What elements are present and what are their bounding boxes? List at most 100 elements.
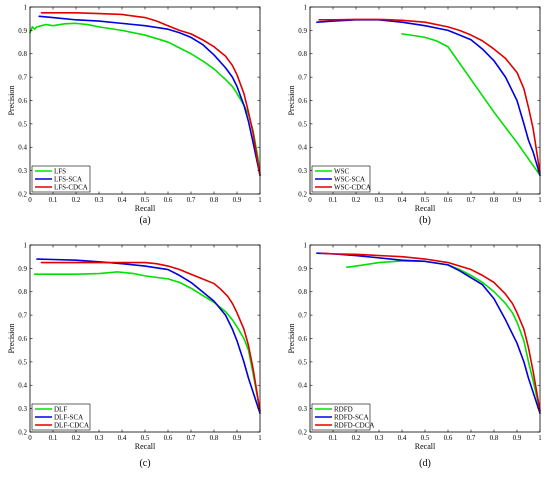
y-tick-label: 0.2: [298, 428, 307, 436]
series-line-dlf-sca: [36, 258, 261, 415]
y-tick-label: 0.2: [298, 190, 307, 198]
x-tick-label: 0.2: [72, 434, 81, 442]
x-tick-label: 0.8: [490, 434, 499, 442]
x-tick-label: 0.4: [118, 434, 127, 442]
y-tick-label: 0.8: [18, 50, 27, 58]
chart-panel-4: 0 0.1 0.2 0.3 0.4 0.5 0.6 0.7 0.8 0.9 1 0.2 0.3 0.4 0.…: [287, 241, 542, 469]
x-tick-label: 0.4: [398, 196, 407, 204]
x-tick-label: 0.9: [513, 434, 522, 442]
x-axis-label: Recall: [415, 204, 436, 213]
x-tick-label: 0.1: [329, 434, 338, 442]
series-line-wsc-sca: [316, 19, 541, 177]
legend-label: RDFD-SCA: [334, 413, 369, 421]
chart-panel-1: 0 0.1 0.2 0.3 0.4 0.5 0.6 0.7 0.8 0.9 1 0.2 0.3 0.4 0.…: [7, 3, 262, 226]
legend-label: LFS-SCA: [54, 175, 82, 183]
y-tick-label: 0.7: [18, 312, 27, 320]
x-axis-label: Recall: [135, 442, 156, 451]
series-line-wsc-cdca: [318, 18, 541, 174]
panel-caption: (a): [139, 215, 150, 226]
x-tick-label: 0: [308, 196, 312, 204]
x-tick-label: 0.5: [141, 434, 150, 442]
legend-label: RDFD-CDCA: [334, 421, 374, 429]
y-tick-label: 0.6: [18, 97, 27, 105]
x-tick-label: 1: [538, 196, 542, 204]
y-tick-label: 1: [24, 241, 28, 249]
y-tick-label: 0.2: [18, 428, 27, 436]
series-line-rdfd: [345, 260, 541, 412]
y-tick-label: 1: [24, 3, 28, 11]
y-tick-label: 0.7: [298, 312, 307, 320]
y-tick-label: 0.9: [18, 27, 27, 35]
y-tick-label: 0.4: [18, 382, 27, 390]
legend-label: RDFD: [334, 405, 353, 413]
y-tick-label: 0.9: [18, 265, 27, 273]
y-tick-label: 0.7: [298, 74, 307, 82]
chart-panel-3: 0 0.1 0.2 0.3 0.4 0.5 0.6 0.7 0.8 0.9 1 0.2 0.3 0.4 0.…: [7, 241, 262, 469]
panel-caption: (d): [419, 458, 431, 469]
x-tick-label: 0.9: [513, 196, 522, 204]
series-line-wsc: [401, 33, 541, 177]
y-tick-label: 0.3: [298, 167, 307, 175]
x-tick-label: 0.2: [352, 434, 361, 442]
y-axis-label: Precision: [287, 86, 296, 116]
x-tick-label: 0.9: [233, 434, 242, 442]
x-tick-label: 0.1: [49, 196, 58, 204]
x-tick-label: 0: [28, 434, 32, 442]
y-tick-label: 0.4: [298, 382, 307, 390]
x-tick-label: 0.1: [329, 196, 338, 204]
panel-caption: (c): [139, 458, 150, 469]
legend-label: LFS-CDCA: [54, 183, 88, 191]
y-tick-label: 0.9: [298, 265, 307, 273]
y-tick-label: 0.4: [298, 144, 307, 152]
legend-label: DLF-SCA: [54, 413, 83, 421]
y-tick-label: 0.5: [298, 120, 307, 128]
y-tick-label: 0.5: [18, 358, 27, 366]
x-tick-label: 0.3: [95, 196, 104, 204]
x-tick-label: 0.7: [467, 434, 476, 442]
legend-label: DLF: [54, 405, 67, 413]
legend-label: WSC: [334, 167, 350, 175]
y-tick-label: 0.2: [18, 190, 27, 198]
x-tick-label: 0.5: [141, 196, 150, 204]
y-tick-label: 0.6: [298, 335, 307, 343]
x-tick-label: 0.6: [444, 434, 453, 442]
x-axis-label: Recall: [415, 442, 436, 451]
x-tick-label: 0.8: [490, 196, 499, 204]
x-tick-label: 0.3: [375, 196, 384, 204]
series-line-dlf: [33, 271, 261, 412]
y-tick-label: 0.7: [18, 74, 27, 82]
y-tick-label: 0.9: [298, 27, 307, 35]
y-tick-label: 0.5: [18, 120, 27, 128]
series-line-lfs-sca: [38, 15, 261, 177]
y-axis-label: Precision: [7, 86, 16, 116]
x-tick-label: 1: [538, 434, 542, 442]
x-tick-label: 0.4: [118, 196, 127, 204]
x-axis-label: Recall: [135, 204, 156, 213]
legend-label: DLF-CDCA: [54, 421, 89, 429]
x-tick-label: 0.5: [421, 434, 430, 442]
x-tick-label: 0.4: [398, 434, 407, 442]
legend-label: WSC-CDCA: [334, 183, 371, 191]
y-tick-label: 0.8: [298, 288, 307, 296]
x-tick-label: 1: [258, 196, 262, 204]
series-line-lfs: [29, 22, 261, 174]
x-tick-label: 0.3: [95, 434, 104, 442]
x-tick-label: 1: [258, 434, 262, 442]
series-line-rdfd-cdca: [320, 252, 541, 412]
y-tick-label: 0.3: [298, 405, 307, 413]
y-axis-label: Precision: [7, 324, 16, 354]
series-line-rdfd-sca: [316, 252, 541, 415]
series-line-dlf-cdca: [40, 261, 261, 412]
y-tick-label: 1: [304, 241, 308, 249]
y-tick-label: 0.6: [298, 97, 307, 105]
x-tick-label: 0.3: [375, 434, 384, 442]
y-tick-label: 0.4: [18, 144, 27, 152]
y-tick-label: 0.3: [18, 167, 27, 175]
x-tick-label: 0.2: [352, 196, 361, 204]
x-tick-label: 0.8: [210, 196, 219, 204]
